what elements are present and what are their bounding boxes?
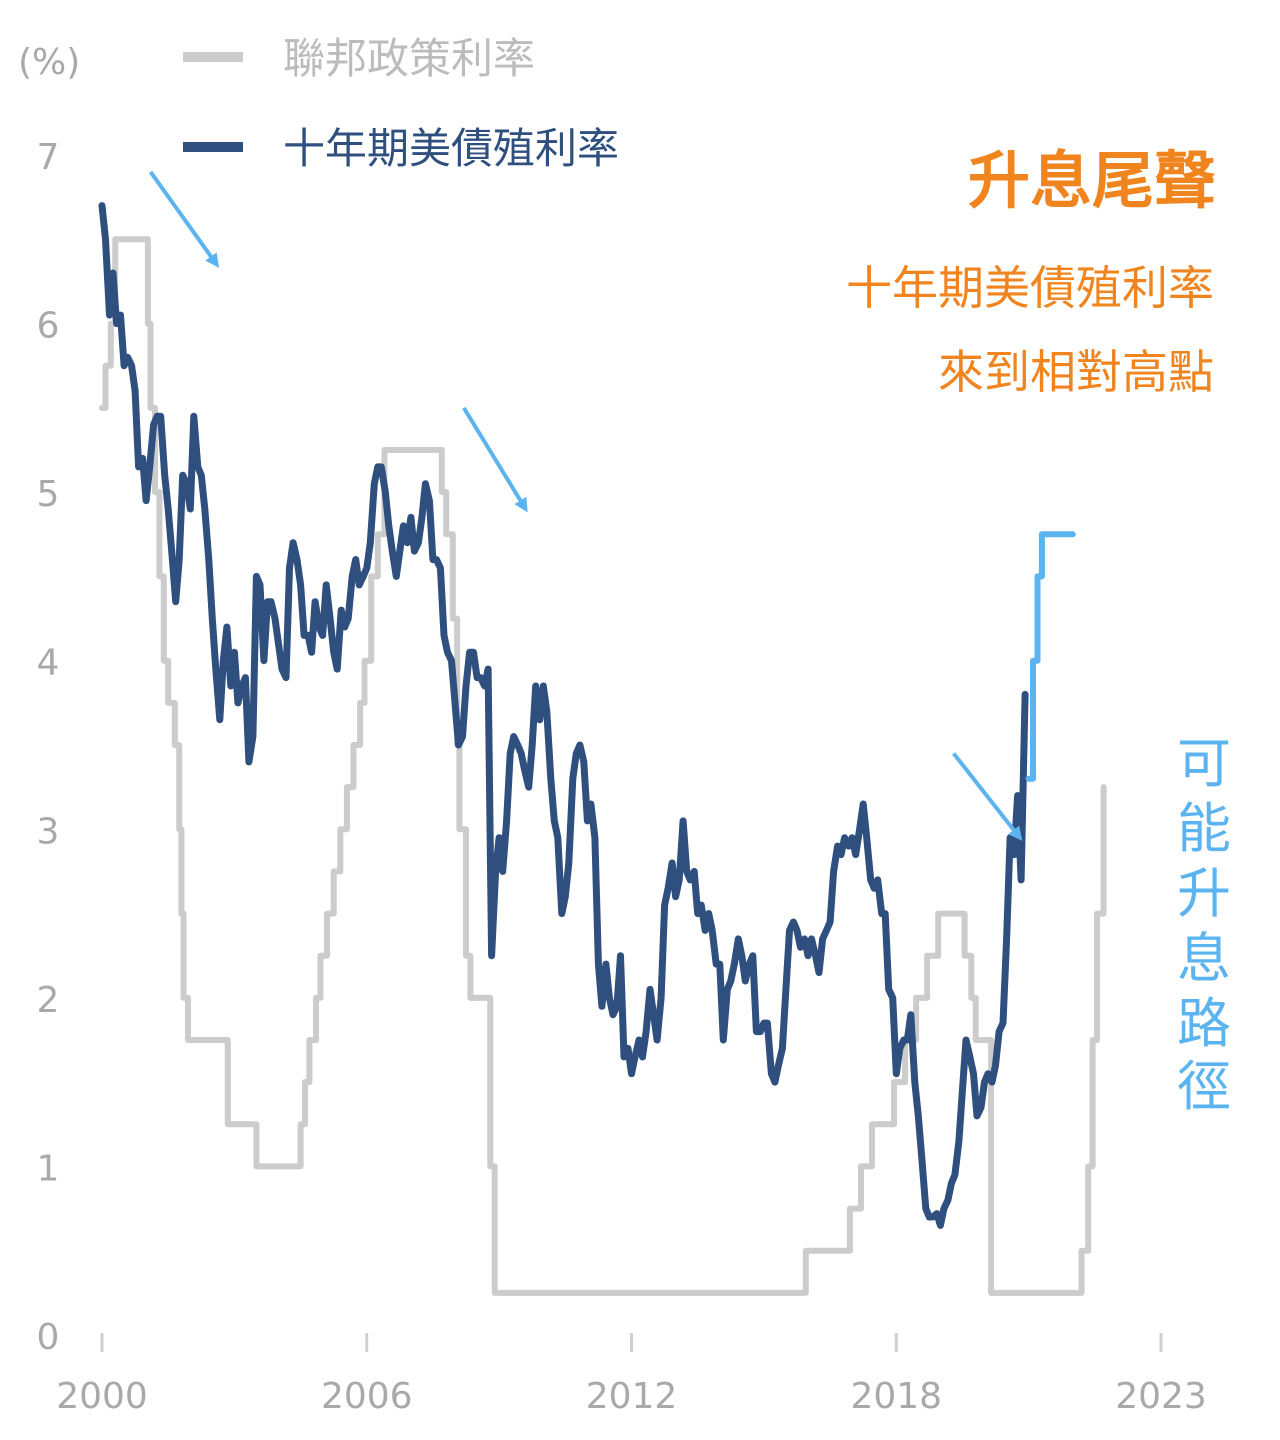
down-right-arrow-icon	[462, 406, 528, 513]
callout-line-1: 十年期美債殖利率	[846, 261, 1214, 315]
down-right-arrow-icon	[952, 752, 1023, 841]
y-tick-label: 2	[37, 980, 60, 1021]
y-axis: 0 1 2 3 4 5 6 7	[37, 137, 60, 1358]
y-tick-label: 7	[37, 137, 60, 178]
x-tick-label: 2006	[321, 1376, 413, 1417]
side-label-char: 路	[1177, 992, 1231, 1055]
arrow-layer	[148, 170, 1023, 841]
side-label-char: 徑	[1177, 1055, 1231, 1118]
fed-rate-line	[99, 236, 1107, 1296]
y-tick-label: 0	[37, 1317, 60, 1358]
side-label-char: 可	[1177, 732, 1231, 795]
legend-yield-label: 十年期美債殖利率	[283, 124, 619, 173]
possible-hike-path-line	[1025, 531, 1076, 782]
side-label-char: 息	[1177, 927, 1231, 990]
callout-line-2: 來到相對高點	[938, 345, 1214, 399]
x-tick-label: 2000	[56, 1376, 148, 1417]
x-tick-label: 2012	[586, 1376, 678, 1417]
side-label-char: 升	[1177, 862, 1231, 925]
x-axis: 2000 2006 2012 2018 2023	[56, 1333, 1207, 1417]
callout-title: 升息尾聲	[968, 144, 1216, 217]
x-tick-label: 2023	[1115, 1376, 1207, 1417]
side-label: 可 能 升 息 路 徑	[1177, 732, 1231, 1118]
legend: 聯邦政策利率 十年期美債殖利率	[183, 34, 619, 173]
y-tick-label: 1	[37, 1148, 60, 1189]
y-tick-label: 5	[37, 474, 60, 515]
callout: 升息尾聲 十年期美債殖利率 來到相對高點	[846, 144, 1216, 399]
y-tick-label: 4	[37, 643, 60, 684]
side-label-char: 能	[1177, 797, 1231, 860]
y-unit-label: (%)	[18, 42, 80, 83]
series-layer	[98, 202, 1107, 1296]
ten-year-yield-line	[98, 202, 1029, 1229]
legend-fed-label: 聯邦政策利率	[283, 34, 535, 83]
y-tick-label: 6	[37, 306, 60, 347]
down-right-arrow-icon	[148, 170, 220, 268]
x-tick-label: 2018	[850, 1376, 942, 1417]
y-tick-label: 3	[37, 811, 60, 852]
